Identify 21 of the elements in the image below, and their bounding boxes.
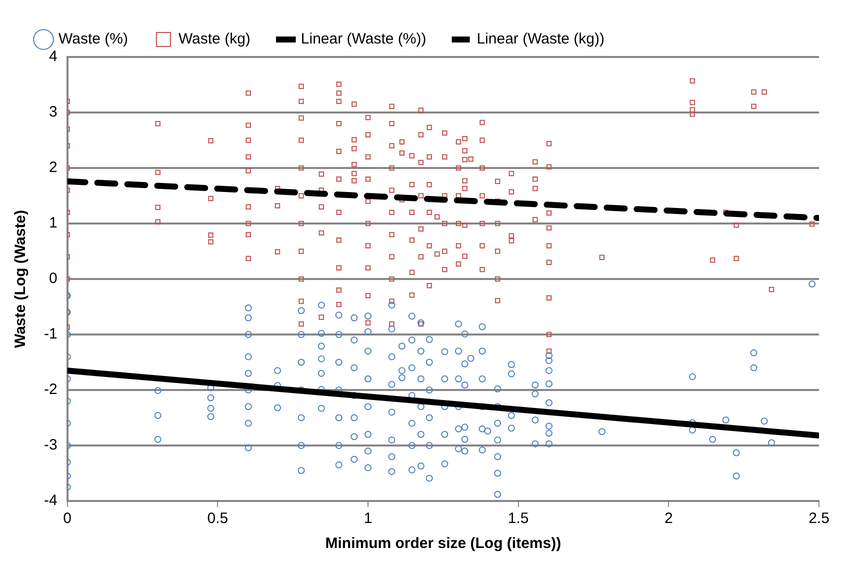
y-tick-label: 0 bbox=[48, 270, 58, 288]
legend-label: Waste (kg) bbox=[178, 30, 250, 48]
x-tick-label: 1 bbox=[364, 510, 372, 528]
y-tick-label: -4 bbox=[44, 492, 58, 510]
x-tick-label: 1.5 bbox=[508, 510, 529, 528]
y-tick-label: 3 bbox=[48, 104, 58, 121]
y-tick-label: -1 bbox=[44, 326, 58, 343]
x-axis-title: Minimum order size (Log (items)) bbox=[325, 535, 562, 552]
y-tick-label: -3 bbox=[44, 436, 58, 454]
y-tick-label: -2 bbox=[44, 381, 58, 398]
legend-label: Linear (Waste (%)) bbox=[300, 30, 426, 48]
x-tick-label: 0.5 bbox=[207, 510, 228, 528]
x-tick-label: 0 bbox=[63, 510, 72, 528]
x-tick-label: 2.5 bbox=[808, 510, 830, 528]
y-tick-label: 4 bbox=[48, 48, 58, 66]
legend-label: Linear (Waste (kg)) bbox=[476, 30, 605, 48]
y-tick-label: 1 bbox=[48, 214, 58, 232]
legend-label: Waste (%) bbox=[58, 30, 128, 48]
y-tick-label: 2 bbox=[48, 159, 58, 176]
x-tick-label: 2 bbox=[664, 510, 673, 528]
y-axis-title: Waste (Log (Waste) bbox=[12, 210, 30, 348]
